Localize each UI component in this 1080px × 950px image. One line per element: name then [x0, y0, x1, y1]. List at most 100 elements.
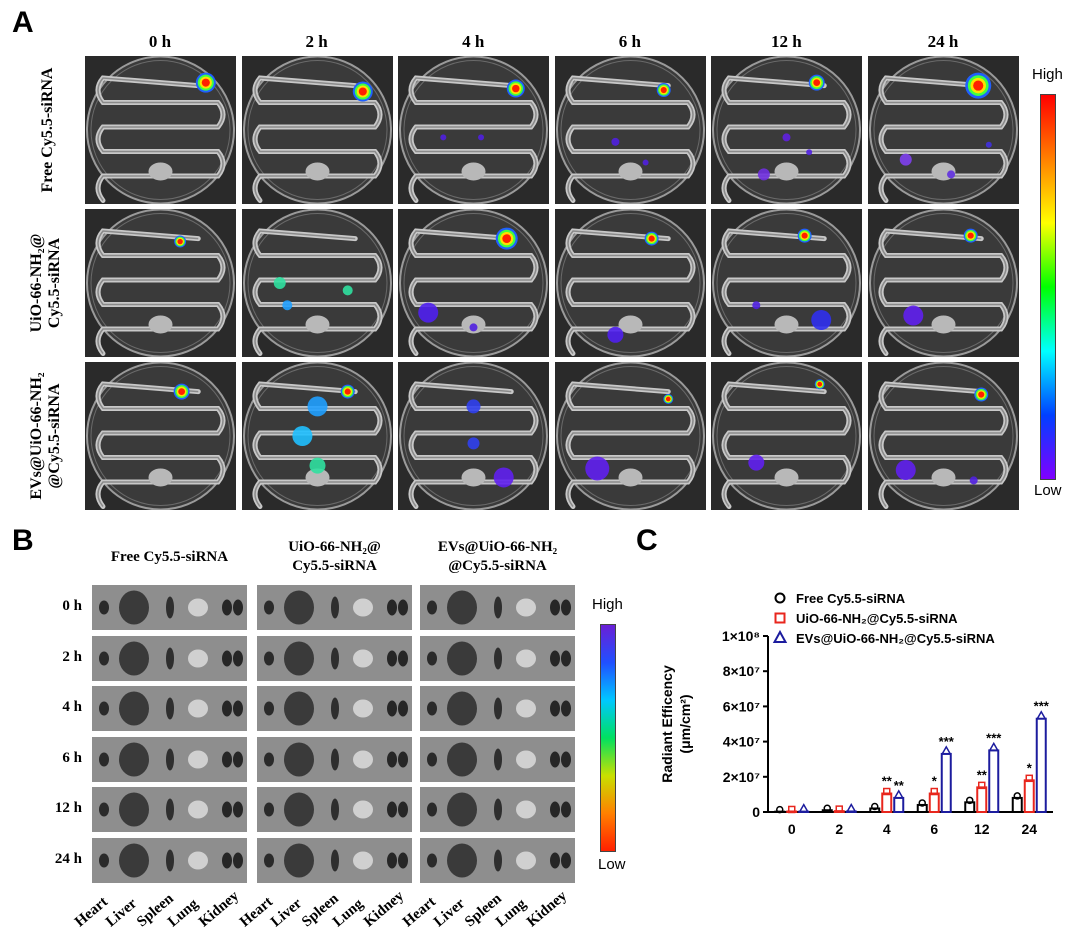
significance-label: ***: [1034, 699, 1050, 714]
data-point: [988, 741, 1000, 752]
organ-image-tile: [92, 686, 247, 731]
y-tick-label: 4×10⁷: [723, 734, 761, 750]
data-point: [918, 799, 926, 807]
bar: [1035, 717, 1047, 813]
organ-label: Liver: [431, 895, 469, 931]
data-point: [966, 796, 974, 805]
chart-y-axis-label: Radiant Efficency (μm/cm²): [659, 665, 693, 783]
colorbar-b: [600, 624, 616, 852]
group-label-line: Cy5.5-siRNA: [292, 557, 377, 574]
x-tick-label: 6: [930, 821, 938, 837]
organ-image-tile: [420, 787, 575, 832]
bar: [940, 752, 952, 813]
petri-dish-image: [85, 362, 236, 510]
petri-dish-image: [398, 56, 550, 204]
petri-dish-image: [868, 362, 1019, 510]
legend-label: EVs@UiO-66-NH₂@Cy5.5-siRNA: [796, 631, 995, 646]
legend-marker: [774, 592, 786, 604]
petri-dish-image: [241, 56, 393, 204]
panel-a-time-label: 2 h: [305, 32, 328, 51]
organ-image-tile: [92, 736, 247, 782]
organ-image-tile: [420, 585, 575, 630]
data-point: [940, 745, 952, 755]
significance-label: *: [932, 774, 938, 789]
organ-image-tile: [257, 787, 412, 832]
petri-dish-image: [711, 209, 863, 357]
colorbar-b-high-label: High: [592, 596, 623, 613]
panel-b-group-label: Free Cy5.5-siRNA: [87, 548, 252, 567]
data-point: [871, 802, 879, 811]
organ-image-tile: [92, 837, 247, 883]
petri-dish-image: [711, 56, 863, 204]
organ-label: Kidney: [196, 887, 243, 931]
group-label-line: @Cy5.5-siRNA: [448, 557, 547, 574]
group-label-line: Free Cy5.5-siRNA: [110, 549, 229, 565]
organ-image-tile: [92, 635, 247, 681]
y-tick-label: 1×10⁸: [722, 628, 760, 644]
petri-dish-image: [241, 209, 393, 357]
data-point: [845, 802, 857, 813]
bar: [869, 807, 881, 813]
data-point: [930, 787, 938, 796]
bar: [964, 801, 976, 814]
colorbar-a: [1040, 94, 1056, 480]
panel-b-time-label: 4 h: [62, 699, 82, 715]
legend-label: UiO-66-NH₂@Cy5.5-siRNA: [796, 611, 958, 626]
y-tick-label: 8×10⁷: [723, 663, 761, 679]
significance-label: **: [882, 774, 893, 789]
data-point: [798, 803, 810, 813]
data-point: [1013, 792, 1021, 800]
organ-label: Liver: [268, 895, 306, 931]
organ-image-tile: [420, 686, 575, 731]
organ-label: Heart: [72, 893, 111, 931]
organ-label: Kidney: [524, 887, 571, 931]
y-label-line: (μm/cm²): [677, 694, 693, 753]
panel-b-time-label: 0 h: [62, 598, 82, 614]
y-label-line: Radiant Efficency: [659, 665, 675, 783]
organ-image-tile: [420, 837, 575, 883]
legend-label: Free Cy5.5-siRNA: [796, 591, 906, 606]
organ-image-tile: [92, 787, 247, 832]
panel-a-time-label: 24 h: [927, 32, 959, 51]
data-point: [1035, 710, 1047, 720]
legend-marker: [772, 629, 788, 643]
panel-b-group-label: EVs@UiO-66-NH₂ @Cy5.5-siRNA: [415, 538, 580, 576]
significance-label: ***: [986, 730, 1002, 745]
organ-image-tile: [257, 686, 412, 731]
petri-dish-image: [85, 209, 236, 357]
petri-dish-image: [398, 362, 550, 510]
row-label-line: EVs@UiO-66-NH₂: [28, 372, 45, 500]
panel-a-row-label: EVs@UiO-66-NH₂ @Cy5.5-siRNA: [28, 346, 68, 526]
data-point: [788, 805, 796, 814]
panel-a-time-label: 4 h: [462, 32, 485, 51]
data-point: [776, 805, 784, 814]
data-point: [1025, 774, 1033, 783]
significance-label: **: [977, 767, 988, 782]
x-tick-label: 12: [974, 821, 990, 837]
petri-dish-image: [554, 56, 706, 204]
organ-label: Heart: [237, 893, 276, 931]
colorbar-a-high-label: High: [1032, 66, 1063, 83]
x-tick-label: 24: [1021, 821, 1037, 837]
petri-dish-image: [868, 209, 1019, 357]
group-label-line: EVs@UiO-66-NH₂: [437, 539, 558, 555]
bar: [928, 792, 940, 814]
bar: [916, 803, 928, 814]
petri-dish-image: [711, 362, 863, 510]
panel-a-time-label: 0 h: [148, 32, 172, 51]
panel-a-letter: A: [12, 6, 34, 39]
bar: [881, 792, 893, 814]
x-tick-label: 4: [883, 821, 891, 837]
data-point: [883, 787, 891, 796]
panel-b-letter: B: [12, 524, 34, 557]
legend-marker: [774, 612, 786, 624]
organ-image-tile: [257, 635, 412, 681]
organ-image-tile: [92, 585, 247, 630]
organ-image-tile: [257, 837, 412, 883]
data-point: [978, 781, 986, 790]
panel-a-time-label: 6 h: [618, 32, 641, 51]
organ-image-tile: [420, 736, 575, 782]
organ-label: Kidney: [361, 887, 408, 931]
panel-b-time-label: 12 h: [54, 800, 82, 816]
organ-image-tile: [257, 736, 412, 782]
